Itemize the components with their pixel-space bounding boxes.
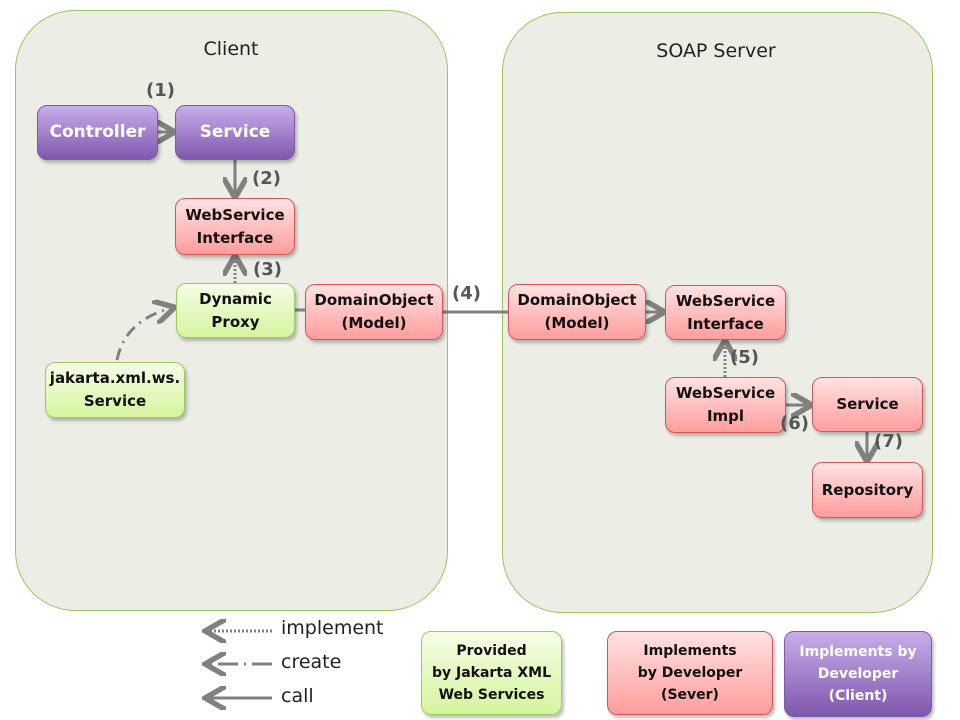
label: (Client) bbox=[828, 688, 888, 704]
client-service-box: Service bbox=[175, 105, 295, 160]
client-controller-box: Controller bbox=[37, 105, 158, 160]
label: Service bbox=[83, 392, 147, 410]
legend-implement-label: implement bbox=[281, 617, 384, 639]
label: Provided bbox=[456, 643, 527, 659]
step-6: (6) bbox=[780, 413, 809, 434]
label: Controller bbox=[49, 122, 146, 142]
label: DomainObject bbox=[314, 291, 434, 309]
label: WebService bbox=[185, 205, 285, 224]
client-ws-interface-box: WebService Interface bbox=[175, 198, 295, 255]
label: Proxy bbox=[211, 312, 260, 331]
label: (Sever) bbox=[661, 687, 719, 703]
legend-impl-client-box: Implements by Developer (Client) bbox=[784, 631, 932, 717]
legend-create-label: create bbox=[281, 651, 342, 673]
ws-impl-box: WebService Impl bbox=[665, 377, 786, 433]
step-1: (1) bbox=[146, 80, 175, 101]
repository-box: Repository bbox=[812, 462, 923, 518]
step-7: (7) bbox=[874, 431, 903, 452]
label: WebService bbox=[675, 291, 776, 310]
label: WebService bbox=[675, 384, 776, 402]
label: DomainObject bbox=[517, 291, 637, 309]
label: by Developer bbox=[637, 665, 743, 681]
server-service-box: Service bbox=[812, 377, 923, 432]
step-4: (4) bbox=[452, 283, 481, 304]
label: (Model) bbox=[341, 314, 407, 332]
client-title: Client bbox=[203, 38, 259, 60]
step-3: (3) bbox=[253, 259, 282, 280]
label: Interface bbox=[196, 228, 274, 247]
server-title: SOAP Server bbox=[656, 40, 776, 62]
label: Impl bbox=[706, 407, 745, 425]
label: Developer bbox=[817, 666, 899, 682]
step-2: (2) bbox=[252, 168, 281, 189]
label: Interface bbox=[687, 314, 764, 333]
legend-call-label: call bbox=[281, 685, 314, 707]
legend-provided-box: Provided by Jakarta XML Web Services bbox=[421, 631, 562, 715]
label: Web Services bbox=[438, 687, 545, 703]
label: Service bbox=[199, 122, 271, 142]
label: Implements by bbox=[799, 644, 917, 660]
step-5: (5) bbox=[730, 347, 759, 368]
arrow-jakarta-proxy bbox=[115, 308, 172, 361]
client-domain-object-box: DomainObject (Model) bbox=[305, 284, 443, 340]
label: jakarta.xml.ws. bbox=[49, 369, 181, 387]
jakarta-service-box: jakarta.xml.ws. Service bbox=[45, 362, 185, 418]
label: Repository bbox=[821, 480, 914, 499]
label: Implements bbox=[643, 643, 737, 659]
label: (Model) bbox=[544, 314, 610, 332]
dynamic-proxy-box: Dynamic Proxy bbox=[176, 283, 295, 338]
label: Service bbox=[836, 395, 899, 413]
label: Dynamic bbox=[199, 289, 272, 308]
server-domain-object-box: DomainObject (Model) bbox=[508, 284, 646, 340]
label: by Jakarta XML bbox=[432, 665, 551, 681]
legend-impl-server-box: Implements by Developer (Sever) bbox=[607, 631, 773, 715]
server-ws-interface-box: WebService Interface bbox=[665, 285, 786, 340]
